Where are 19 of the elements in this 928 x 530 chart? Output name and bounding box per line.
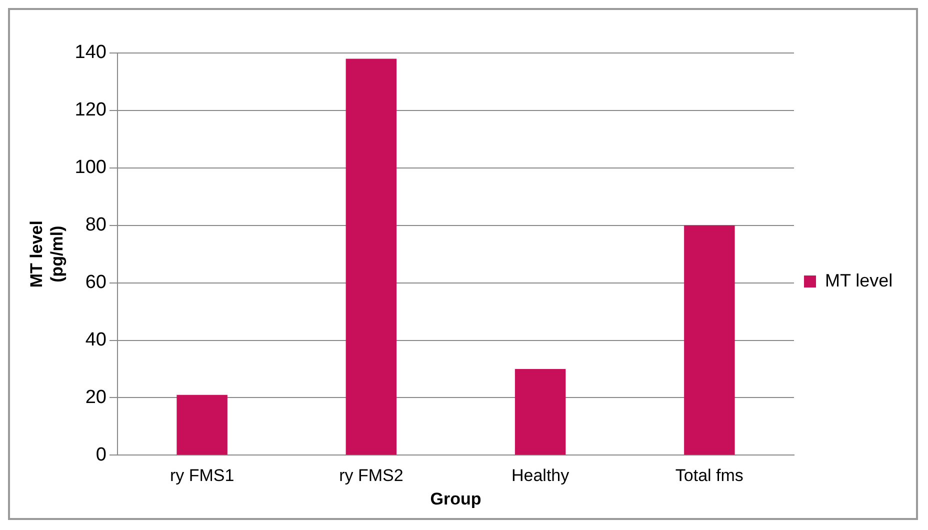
x-tick-label: ry FMS1 bbox=[170, 466, 234, 486]
y-tick-label: 100 bbox=[74, 157, 106, 178]
y-tick-label: 140 bbox=[74, 42, 106, 64]
y-tick-label: 80 bbox=[85, 214, 106, 236]
x-tick-label: Healthy bbox=[511, 466, 570, 486]
x-tick-label: Total fms bbox=[675, 466, 744, 486]
bar bbox=[346, 58, 397, 455]
y-tick-label: 0 bbox=[96, 444, 106, 466]
bar bbox=[514, 369, 566, 455]
y-tick-label: 120 bbox=[74, 100, 106, 121]
legend-label: MT level bbox=[824, 270, 893, 290]
bar bbox=[176, 394, 228, 455]
y-tick-label: 60 bbox=[85, 272, 106, 294]
y-tick-label: 40 bbox=[85, 330, 106, 351]
x-axis-title: Group bbox=[430, 489, 482, 508]
y-tick-label: 20 bbox=[85, 386, 106, 408]
x-tick-label: ry FMS2 bbox=[339, 466, 404, 486]
bar bbox=[684, 225, 735, 455]
y-axis-title: MT level (pg/ml) bbox=[26, 220, 66, 288]
